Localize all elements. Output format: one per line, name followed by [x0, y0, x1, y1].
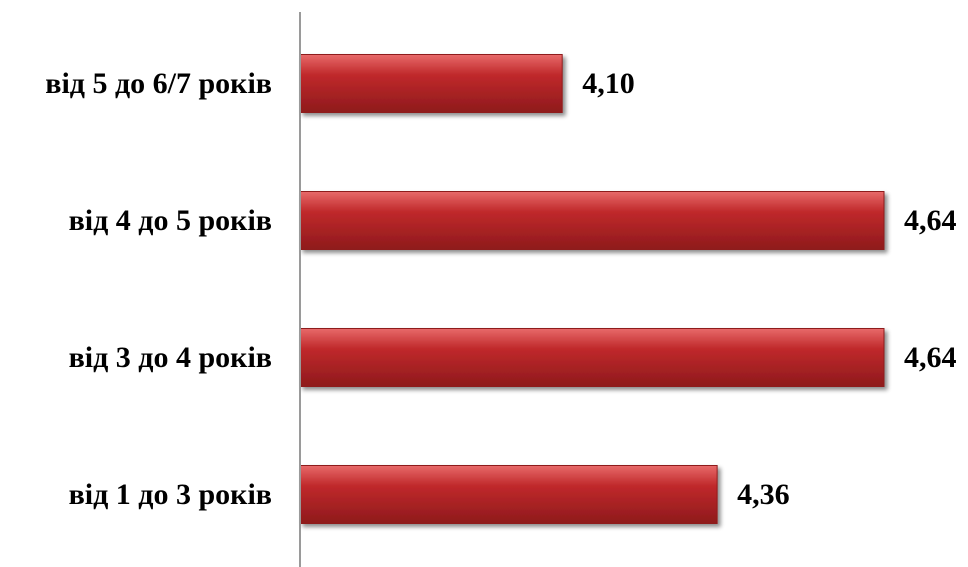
bar [299, 465, 718, 524]
bars-group: від 5 до 6/7 років 4,10 від 4 до 5 років 4,… [45, 54, 957, 524]
category-label: від 1 до 3 років [69, 478, 272, 511]
category-label: від 4 до 5 років [69, 204, 272, 237]
category-label: від 3 до 4 років [69, 341, 272, 374]
value-label: 4,10 [582, 67, 635, 100]
value-label: 4,36 [737, 478, 790, 511]
bar [299, 191, 885, 250]
bar [299, 328, 885, 387]
category-label: від 5 до 6/7 років [45, 67, 272, 100]
value-label: 4,64 [904, 204, 957, 237]
value-label: 4,64 [904, 341, 957, 374]
bar [299, 54, 563, 113]
